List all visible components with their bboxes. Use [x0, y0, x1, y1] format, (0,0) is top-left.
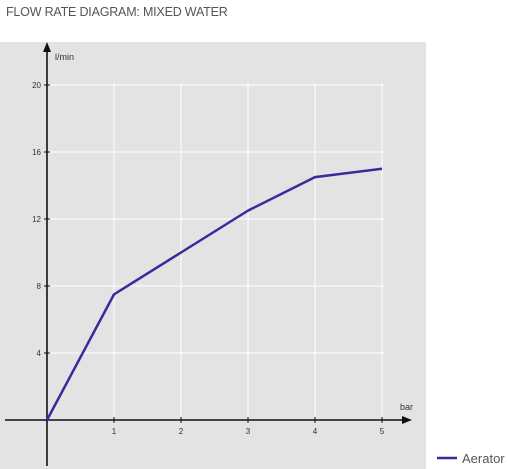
x-tick-label-2: 2 [179, 427, 184, 436]
y-tick-label-12: 12 [32, 215, 41, 224]
legend: Aerator [437, 451, 505, 466]
y-tick-label-20: 20 [32, 81, 41, 90]
y-tick-label-16: 16 [32, 148, 41, 157]
x-tick-label-1: 1 [112, 427, 117, 436]
axes [5, 42, 412, 466]
y-axis-label: l/min [55, 52, 74, 62]
x-axis-arrow [402, 416, 412, 424]
x-axis-label: bar [400, 402, 413, 412]
series [45, 167, 383, 421]
x-tick-label-3: 3 [246, 427, 251, 436]
page-title: FLOW RATE DIAGRAM: MIXED WATER [6, 5, 228, 19]
y-axis-arrow [43, 42, 51, 52]
grid [47, 83, 384, 420]
x-tick-label-4: 4 [313, 427, 318, 436]
legend-label-aerator: Aerator [462, 451, 505, 466]
plot-background [0, 42, 426, 469]
series-line-aerator [45, 167, 383, 421]
y-tick-label-4: 4 [37, 349, 42, 358]
y-tick-label-8: 8 [37, 282, 42, 291]
x-tick-label-5: 5 [380, 427, 385, 436]
